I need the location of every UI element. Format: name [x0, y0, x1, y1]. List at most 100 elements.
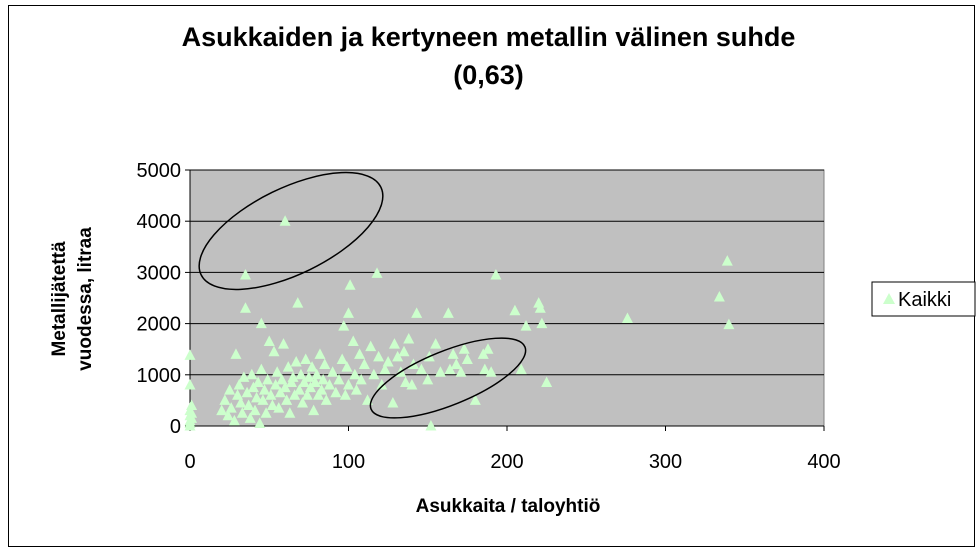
data-point [379, 363, 391, 375]
data-point [330, 386, 342, 398]
data-point [723, 318, 735, 330]
data-point [230, 348, 242, 359]
data-point [316, 384, 328, 395]
data-point [458, 343, 470, 354]
data-point [536, 317, 548, 329]
data-point [254, 417, 266, 428]
data-point [271, 366, 283, 377]
data-point [485, 366, 497, 377]
data-point [184, 349, 196, 360]
data-point [482, 343, 494, 354]
y-tick-label-0: 0 [170, 416, 181, 438]
data-point [444, 363, 456, 375]
data-point [279, 381, 291, 393]
chart-title: Asukkaiden ja kertyneen metallin välinen… [181, 22, 796, 52]
data-point [373, 350, 385, 362]
data-point [455, 366, 467, 377]
x-tick-label-2: 200 [490, 451, 523, 473]
data-point [422, 373, 434, 385]
data-point [347, 335, 359, 347]
chart-subtitle: (0,63) [453, 60, 524, 90]
data-point [621, 312, 633, 323]
data-point [219, 394, 231, 405]
data-point [266, 399, 278, 411]
data-point [382, 356, 394, 367]
data-point [186, 399, 198, 411]
data-point [278, 338, 290, 349]
legend-marker-icon [883, 293, 895, 304]
data-point [371, 267, 383, 278]
data-point [228, 414, 240, 426]
data-point [388, 338, 400, 349]
data-point [262, 373, 274, 385]
data-point [241, 386, 253, 398]
data-point [349, 368, 361, 380]
data-point [447, 348, 459, 359]
data-point [186, 407, 198, 418]
data-point [425, 420, 437, 431]
data-point [265, 389, 277, 400]
data-point [461, 353, 473, 364]
x-tick-label-1: 100 [332, 451, 365, 473]
data-point [354, 348, 366, 359]
data-point [251, 391, 263, 403]
data-point [415, 363, 427, 375]
data-point [520, 320, 532, 331]
data-point [339, 389, 351, 400]
data-point [311, 368, 323, 380]
data-point [376, 379, 388, 390]
data-point [327, 366, 339, 377]
data-point [355, 373, 367, 385]
data-point [411, 307, 423, 318]
legend-label: Kaikki [898, 289, 951, 311]
data-point [243, 399, 255, 411]
data-point [338, 320, 350, 331]
data-point [323, 379, 335, 390]
data-point [333, 373, 345, 385]
data-point [273, 402, 285, 413]
data-point [541, 376, 553, 387]
data-point [469, 394, 481, 405]
data-point [392, 350, 404, 362]
data-point [430, 338, 442, 349]
y-axis-label-line-2: vuodessa, litraa [75, 227, 96, 371]
data-point [239, 302, 251, 313]
data-point [297, 396, 309, 408]
data-point [258, 384, 270, 395]
data-point [358, 358, 370, 370]
data-point [184, 379, 196, 390]
y-tick-label-1: 1000 [137, 365, 182, 387]
data-point [721, 255, 733, 266]
x-tick-label-3: 300 [649, 451, 682, 473]
data-point [233, 379, 245, 390]
data-point [442, 307, 454, 318]
data-point [300, 353, 312, 364]
data-point [713, 290, 725, 302]
x-axis-ticks: 0 100 200 300 400 [184, 426, 841, 473]
data-point [406, 379, 418, 390]
data-point [257, 394, 269, 405]
data-point [319, 358, 331, 370]
data-point [293, 384, 305, 395]
y-axis-ticks: 0 1000 2000 3000 4000 5000 [137, 160, 190, 438]
annotation-ellipse-lower [369, 337, 527, 419]
data-point [398, 345, 410, 357]
data-point [255, 363, 267, 375]
data-point [344, 279, 356, 290]
data-point [260, 407, 272, 418]
data-point [255, 317, 267, 329]
y-tick-label-3: 3000 [137, 262, 182, 284]
data-point [403, 332, 415, 344]
x-tick-label-0: 0 [184, 451, 195, 473]
data-point [515, 363, 527, 375]
data-point [301, 389, 313, 400]
data-point [290, 356, 302, 367]
data-point [343, 307, 354, 318]
data-point [368, 368, 380, 380]
legend: Kaikki [871, 281, 976, 317]
data-point [239, 268, 251, 280]
data-point [306, 361, 318, 372]
data-point [284, 407, 296, 418]
data-point [235, 396, 247, 408]
annotation-ellipse-upper [198, 171, 384, 291]
